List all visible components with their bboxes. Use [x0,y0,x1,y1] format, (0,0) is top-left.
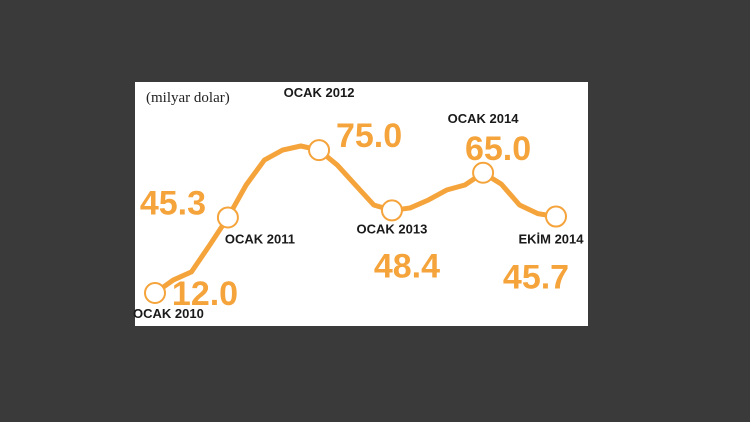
point-marker [380,199,403,222]
point-label: OCAK 2010 [133,306,204,321]
point-marker [216,206,239,229]
point-label: OCAK 2011 [225,231,295,246]
point-label: OCAK 2014 [448,111,520,126]
point-marker [308,139,331,162]
value-label: 12.0 [172,275,238,313]
value-label: 75.0 [336,117,402,155]
point-label: OCAK 2013 [357,221,428,236]
value-label: 65.0 [465,130,531,168]
value-label: 45.7 [503,259,569,297]
point-label: EKİM 2014 [518,232,584,247]
point-marker [144,282,166,304]
panel [135,82,588,326]
value-label: 48.4 [374,247,440,285]
value-label: 45.3 [140,184,206,222]
point-marker [545,205,567,228]
point-label: OCAK 2012 [284,85,355,100]
point-marker [472,161,495,184]
subtitle: (milyar dolar) [146,90,230,106]
